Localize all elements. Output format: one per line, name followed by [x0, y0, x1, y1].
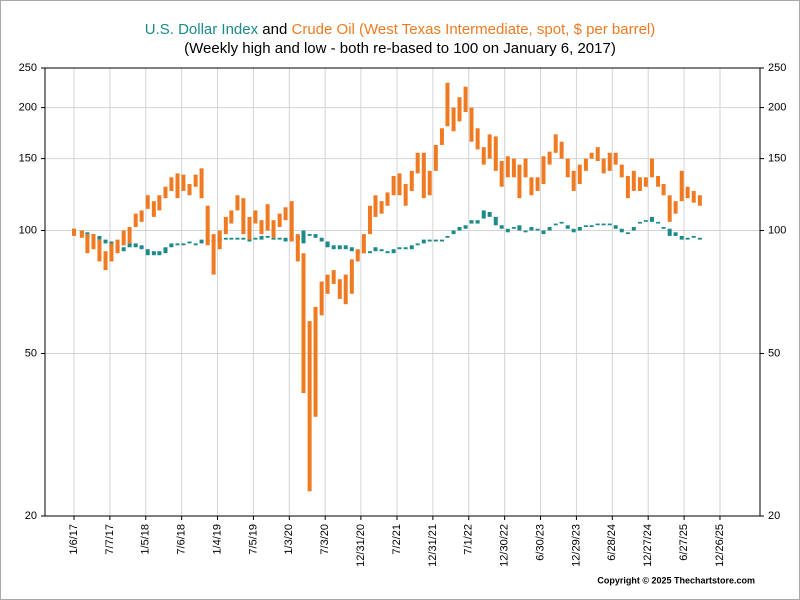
x-tick-label: 7/2/21: [391, 524, 403, 555]
x-tick-label: 6/28/24: [606, 524, 618, 561]
x-tick-label: 7/6/18: [176, 524, 188, 555]
y-tick-label: 250: [19, 62, 37, 74]
x-tick-label: 12/27/24: [642, 524, 654, 567]
x-tick-label: 7/1/22: [463, 524, 475, 555]
y2-tick-label: 200: [768, 101, 786, 113]
x-tick-label: 7/3/20: [319, 524, 331, 555]
x-tick-label: 1/3/20: [283, 524, 295, 555]
y2-tick-label: 20: [768, 510, 780, 522]
x-tick-label: 1/5/18: [140, 524, 152, 555]
y-tick-label: 20: [25, 510, 37, 522]
y2-tick-label: 100: [768, 224, 786, 236]
y2-tick-label: 50: [768, 347, 780, 359]
chart-title: U.S. Dollar Index and Crude Oil (West Te…: [145, 21, 656, 38]
y2-tick-label: 250: [768, 62, 786, 74]
x-tick-label: 6/30/23: [534, 524, 546, 561]
x-tick-label: 1/4/19: [211, 524, 223, 555]
x-tick-label: 12/31/20: [355, 524, 367, 567]
y2-tick-label: 150: [768, 153, 786, 165]
title-series: Crude Oil (West Texas Intermediate, spot…: [292, 21, 656, 38]
y-tick-label: 50: [25, 347, 37, 359]
x-tick-label: 12/30/22: [499, 524, 511, 567]
y-tick-label: 150: [19, 153, 37, 165]
x-tick-label: 7/7/17: [104, 524, 116, 555]
x-tick-label: 12/26/25: [714, 524, 726, 567]
plot-border: [44, 67, 761, 517]
x-tick-label: 6/27/25: [678, 524, 690, 561]
x-tick-label: 12/31/21: [427, 524, 439, 567]
y-tick-label: 100: [19, 224, 37, 236]
title-connector: and: [262, 21, 287, 38]
y-tick-label: 200: [19, 101, 37, 113]
x-tick-label: 1/6/17: [68, 524, 80, 555]
copyright: Copyright © 2025 Thechartstore.com: [597, 575, 755, 585]
x-tick-label: 12/29/23: [570, 524, 582, 567]
title-series: U.S. Dollar Index: [145, 21, 259, 38]
x-tick-label: 7/5/19: [247, 524, 259, 555]
chart-subtitle: (Weekly high and low - both re-based to …: [184, 40, 616, 57]
